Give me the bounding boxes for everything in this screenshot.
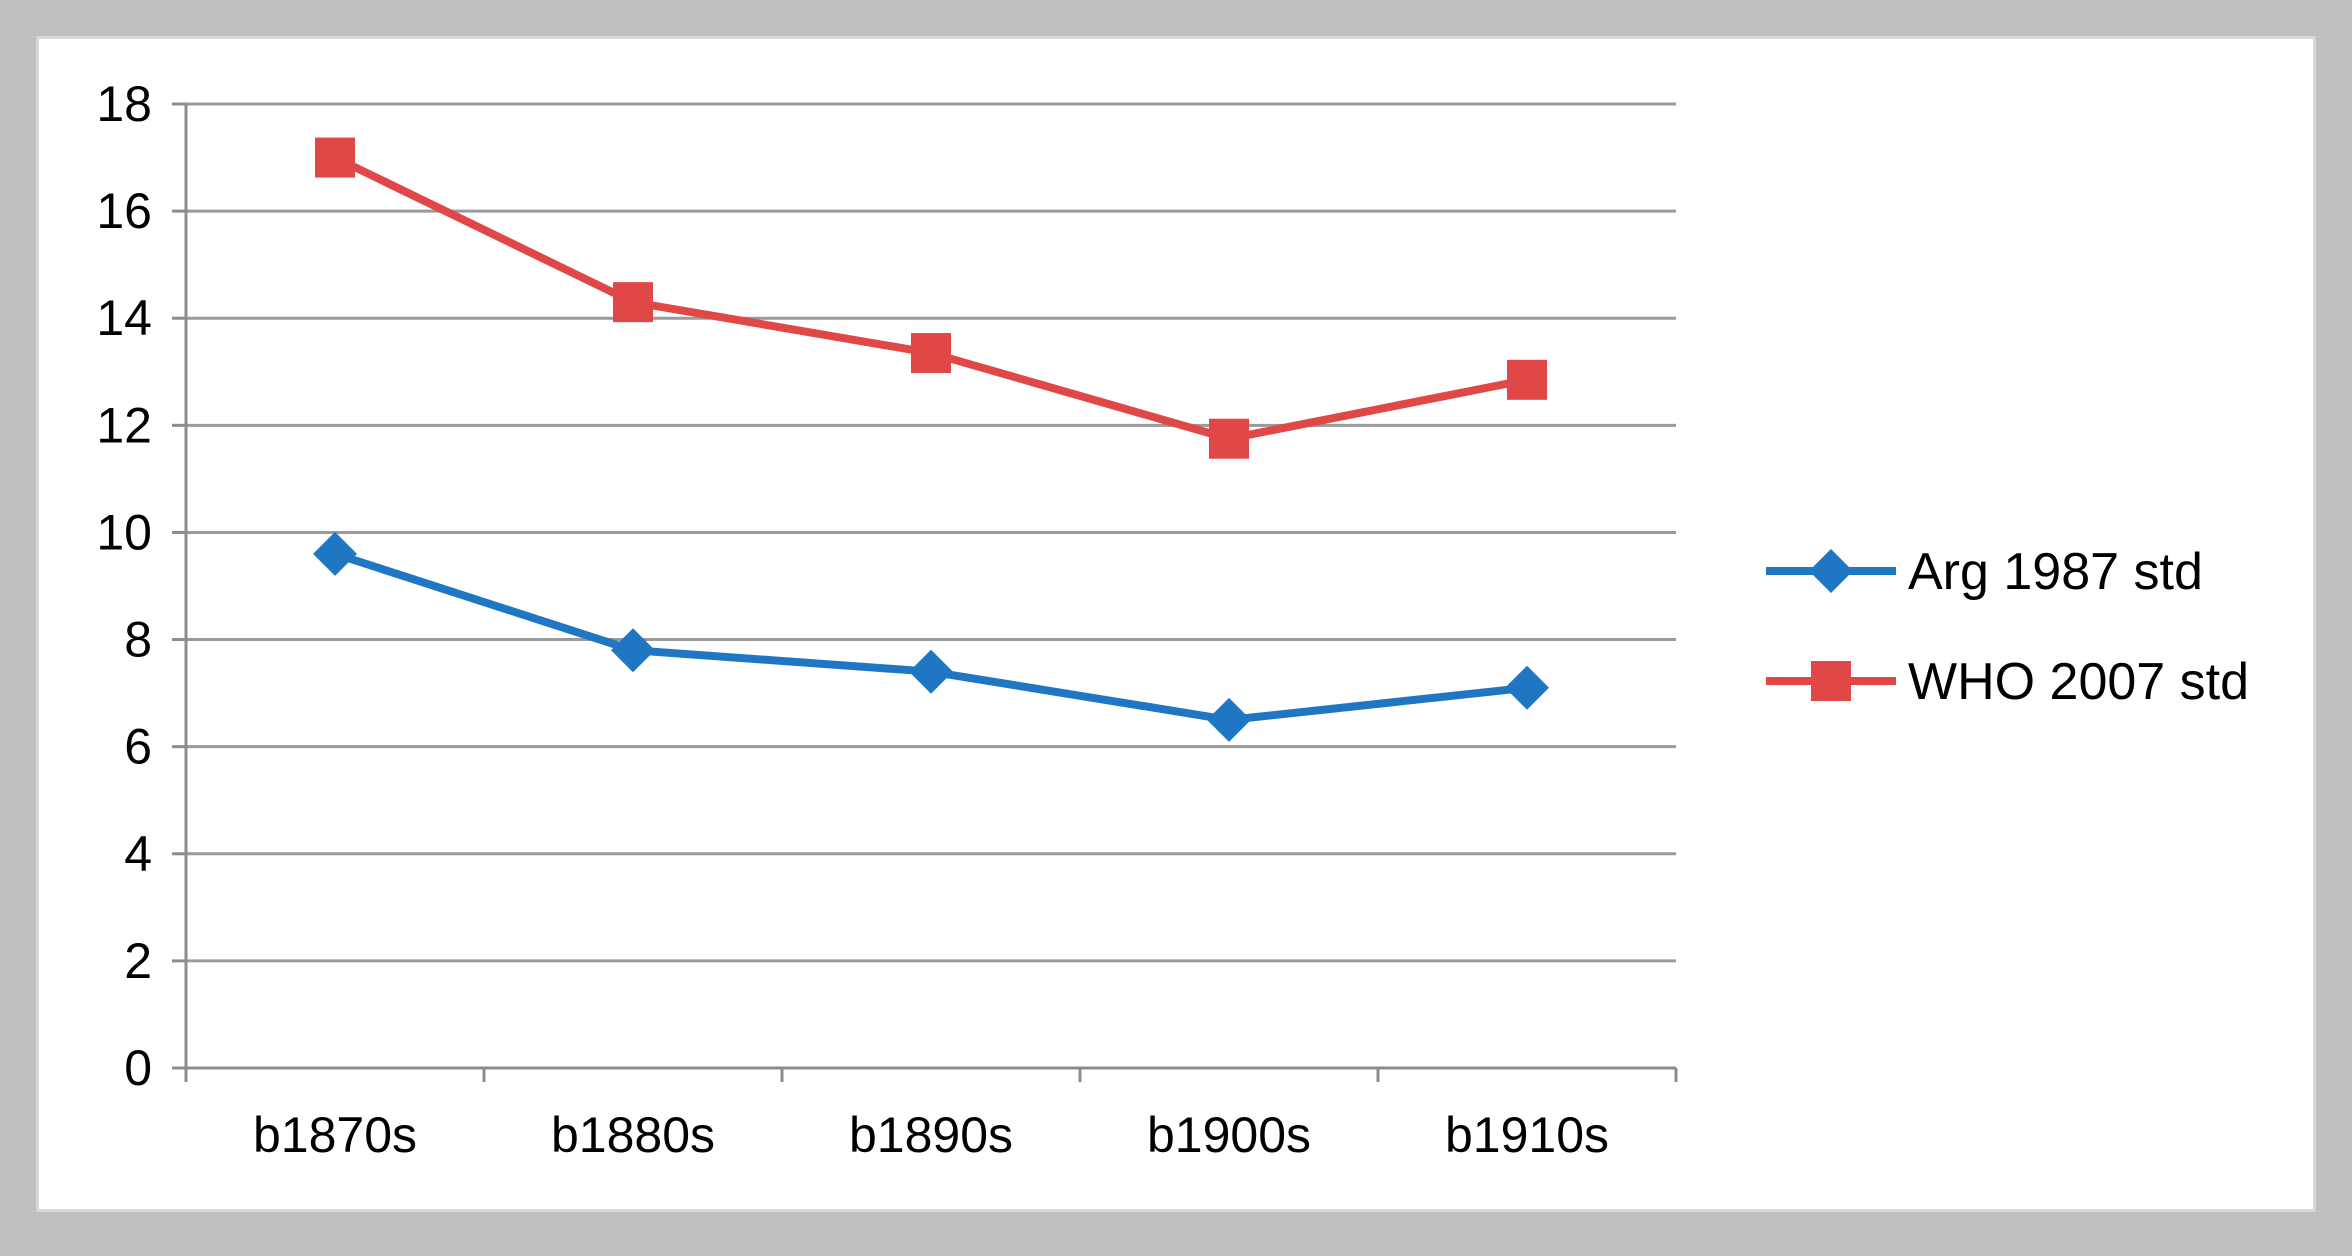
legend-label: Arg 1987 std <box>1908 543 2203 601</box>
y-tick-label: 12 <box>96 397 152 453</box>
data-point <box>1207 697 1251 742</box>
data-point <box>1209 418 1249 459</box>
series-layer <box>313 137 1549 742</box>
y-tick-label: 2 <box>124 933 152 989</box>
data-point <box>1505 665 1549 710</box>
y-tick-label: 8 <box>124 612 152 668</box>
axes: 0 2 4 6 8 10 12 14 16 18 b1870s b1880s b1890s b1900s b… <box>96 76 1678 1163</box>
legend: Arg 1987 std WHO 2007 std <box>1766 543 2249 711</box>
x-tick-label: b1910s <box>1445 1107 1609 1163</box>
y-tick-label: 6 <box>124 719 152 775</box>
legend-item: WHO 2007 std <box>1766 653 2249 711</box>
y-tick-label: 10 <box>96 504 152 560</box>
x-tick-label: b1890s <box>849 1107 1013 1163</box>
y-tick-label: 18 <box>96 76 152 132</box>
legend-marker <box>1811 661 1851 701</box>
data-point <box>611 628 655 673</box>
line-chart: 0 2 4 6 8 10 12 14 16 18 b1870s b1880s b1890s b1900s b… <box>96 76 2249 1163</box>
series-line <box>333 550 1528 724</box>
x-tick-label: b1880s <box>551 1107 715 1163</box>
y-tick-label: 16 <box>96 183 152 239</box>
y-tick-label: 0 <box>124 1040 152 1096</box>
y-tick-label: 4 <box>124 826 152 882</box>
data-point <box>315 137 355 178</box>
series-line <box>333 153 1528 443</box>
data-point <box>911 333 951 374</box>
series-who-2007-std <box>315 137 1547 459</box>
legend-marker <box>1809 549 1853 593</box>
data-point <box>909 649 953 694</box>
gridlines <box>186 102 1676 963</box>
data-point <box>313 531 357 576</box>
series-arg-1987-std <box>313 531 1549 742</box>
chart-frame: 0 2 4 6 8 10 12 14 16 18 b1870s b1880s b1890s b1900s b… <box>36 36 2316 1212</box>
legend-label: WHO 2007 std <box>1908 653 2249 711</box>
data-point <box>1507 359 1547 400</box>
legend-item: Arg 1987 std <box>1766 543 2203 601</box>
x-tick-label: b1900s <box>1147 1107 1311 1163</box>
y-tick-label: 14 <box>96 290 152 346</box>
x-tick-label: b1870s <box>253 1107 417 1163</box>
data-point <box>613 282 653 323</box>
